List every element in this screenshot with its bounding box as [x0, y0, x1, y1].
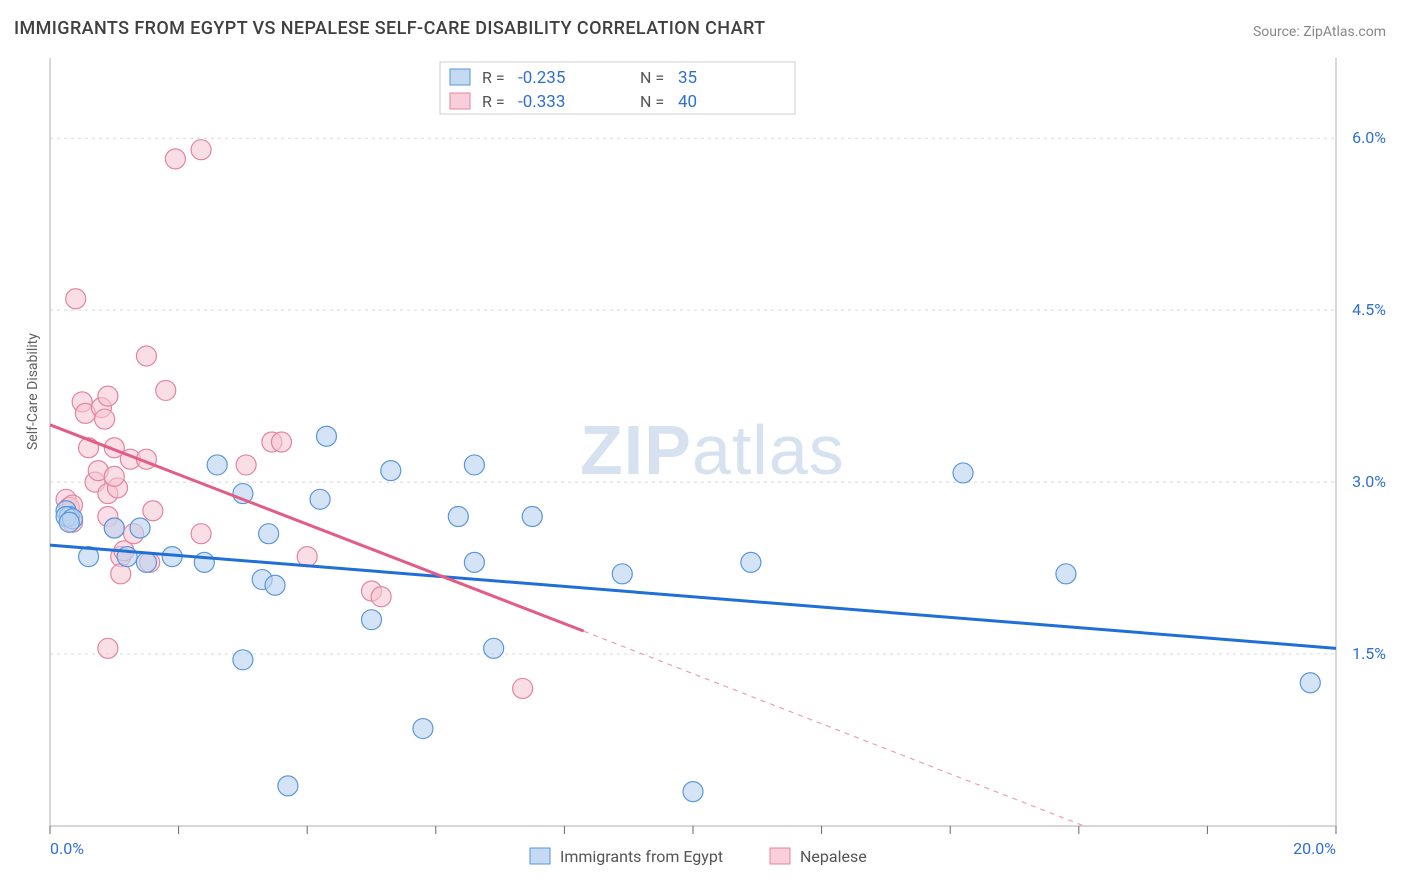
svg-text:1.5%: 1.5% — [1352, 644, 1386, 663]
svg-text:-0.235: -0.235 — [518, 68, 565, 88]
svg-text:Immigrants from Egypt: Immigrants from Egypt — [560, 847, 723, 866]
svg-text:-0.333: -0.333 — [518, 92, 565, 112]
svg-text:Nepalese: Nepalese — [800, 847, 867, 866]
svg-text:3.0%: 3.0% — [1352, 472, 1386, 491]
svg-text:6.0%: 6.0% — [1352, 128, 1386, 147]
svg-text:N =: N = — [640, 68, 664, 87]
svg-text:4.5%: 4.5% — [1352, 300, 1386, 319]
svg-text:0.0%: 0.0% — [50, 839, 84, 858]
scatter-chart: 0.0% 20.0% 1.5% 3.0% 4.5% 6.0% R = -0.235 N = 3… — [0, 0, 1406, 892]
svg-text:R =: R = — [482, 92, 505, 111]
svg-text:35: 35 — [678, 68, 697, 88]
svg-text:R =: R = — [482, 68, 505, 87]
svg-text:40: 40 — [678, 92, 697, 112]
svg-text:N =: N = — [640, 92, 664, 111]
svg-text:20.0%: 20.0% — [1293, 839, 1336, 858]
